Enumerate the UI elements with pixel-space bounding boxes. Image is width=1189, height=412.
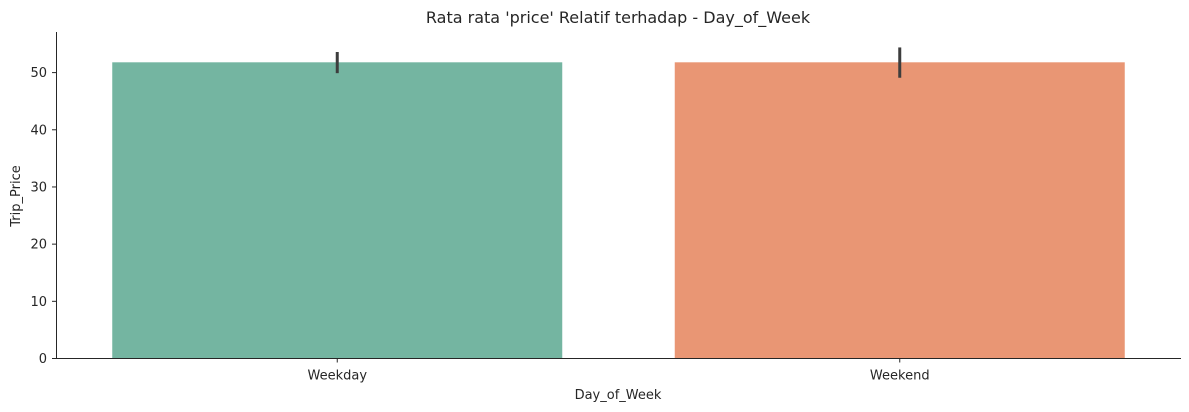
bars-group — [112, 62, 1125, 359]
y-tick-label: 40 — [30, 123, 47, 138]
y-tick-label: 0 — [39, 352, 47, 367]
y-ticks-group: 0 10 20 30 40 50 — [30, 66, 56, 367]
x-axis-label: Day_of_Week — [575, 388, 662, 403]
y-tick-label: 30 — [30, 180, 47, 195]
bar-weekend — [674, 62, 1125, 359]
bar-weekday — [112, 62, 563, 359]
x-ticks-group: Weekday Weekend — [307, 358, 930, 384]
y-tick-label: 50 — [30, 66, 47, 81]
y-tick-label: 20 — [30, 238, 47, 253]
y-axis-label: Trip_Price — [9, 165, 24, 227]
y-tick-label: 10 — [30, 295, 47, 310]
chart-title: Rata rata 'price' Relatif terhadap - Day… — [426, 8, 811, 28]
x-tick-label: Weekday — [307, 369, 367, 384]
x-tick-label: Weekend — [870, 369, 930, 384]
error-bars-group — [335, 47, 902, 78]
